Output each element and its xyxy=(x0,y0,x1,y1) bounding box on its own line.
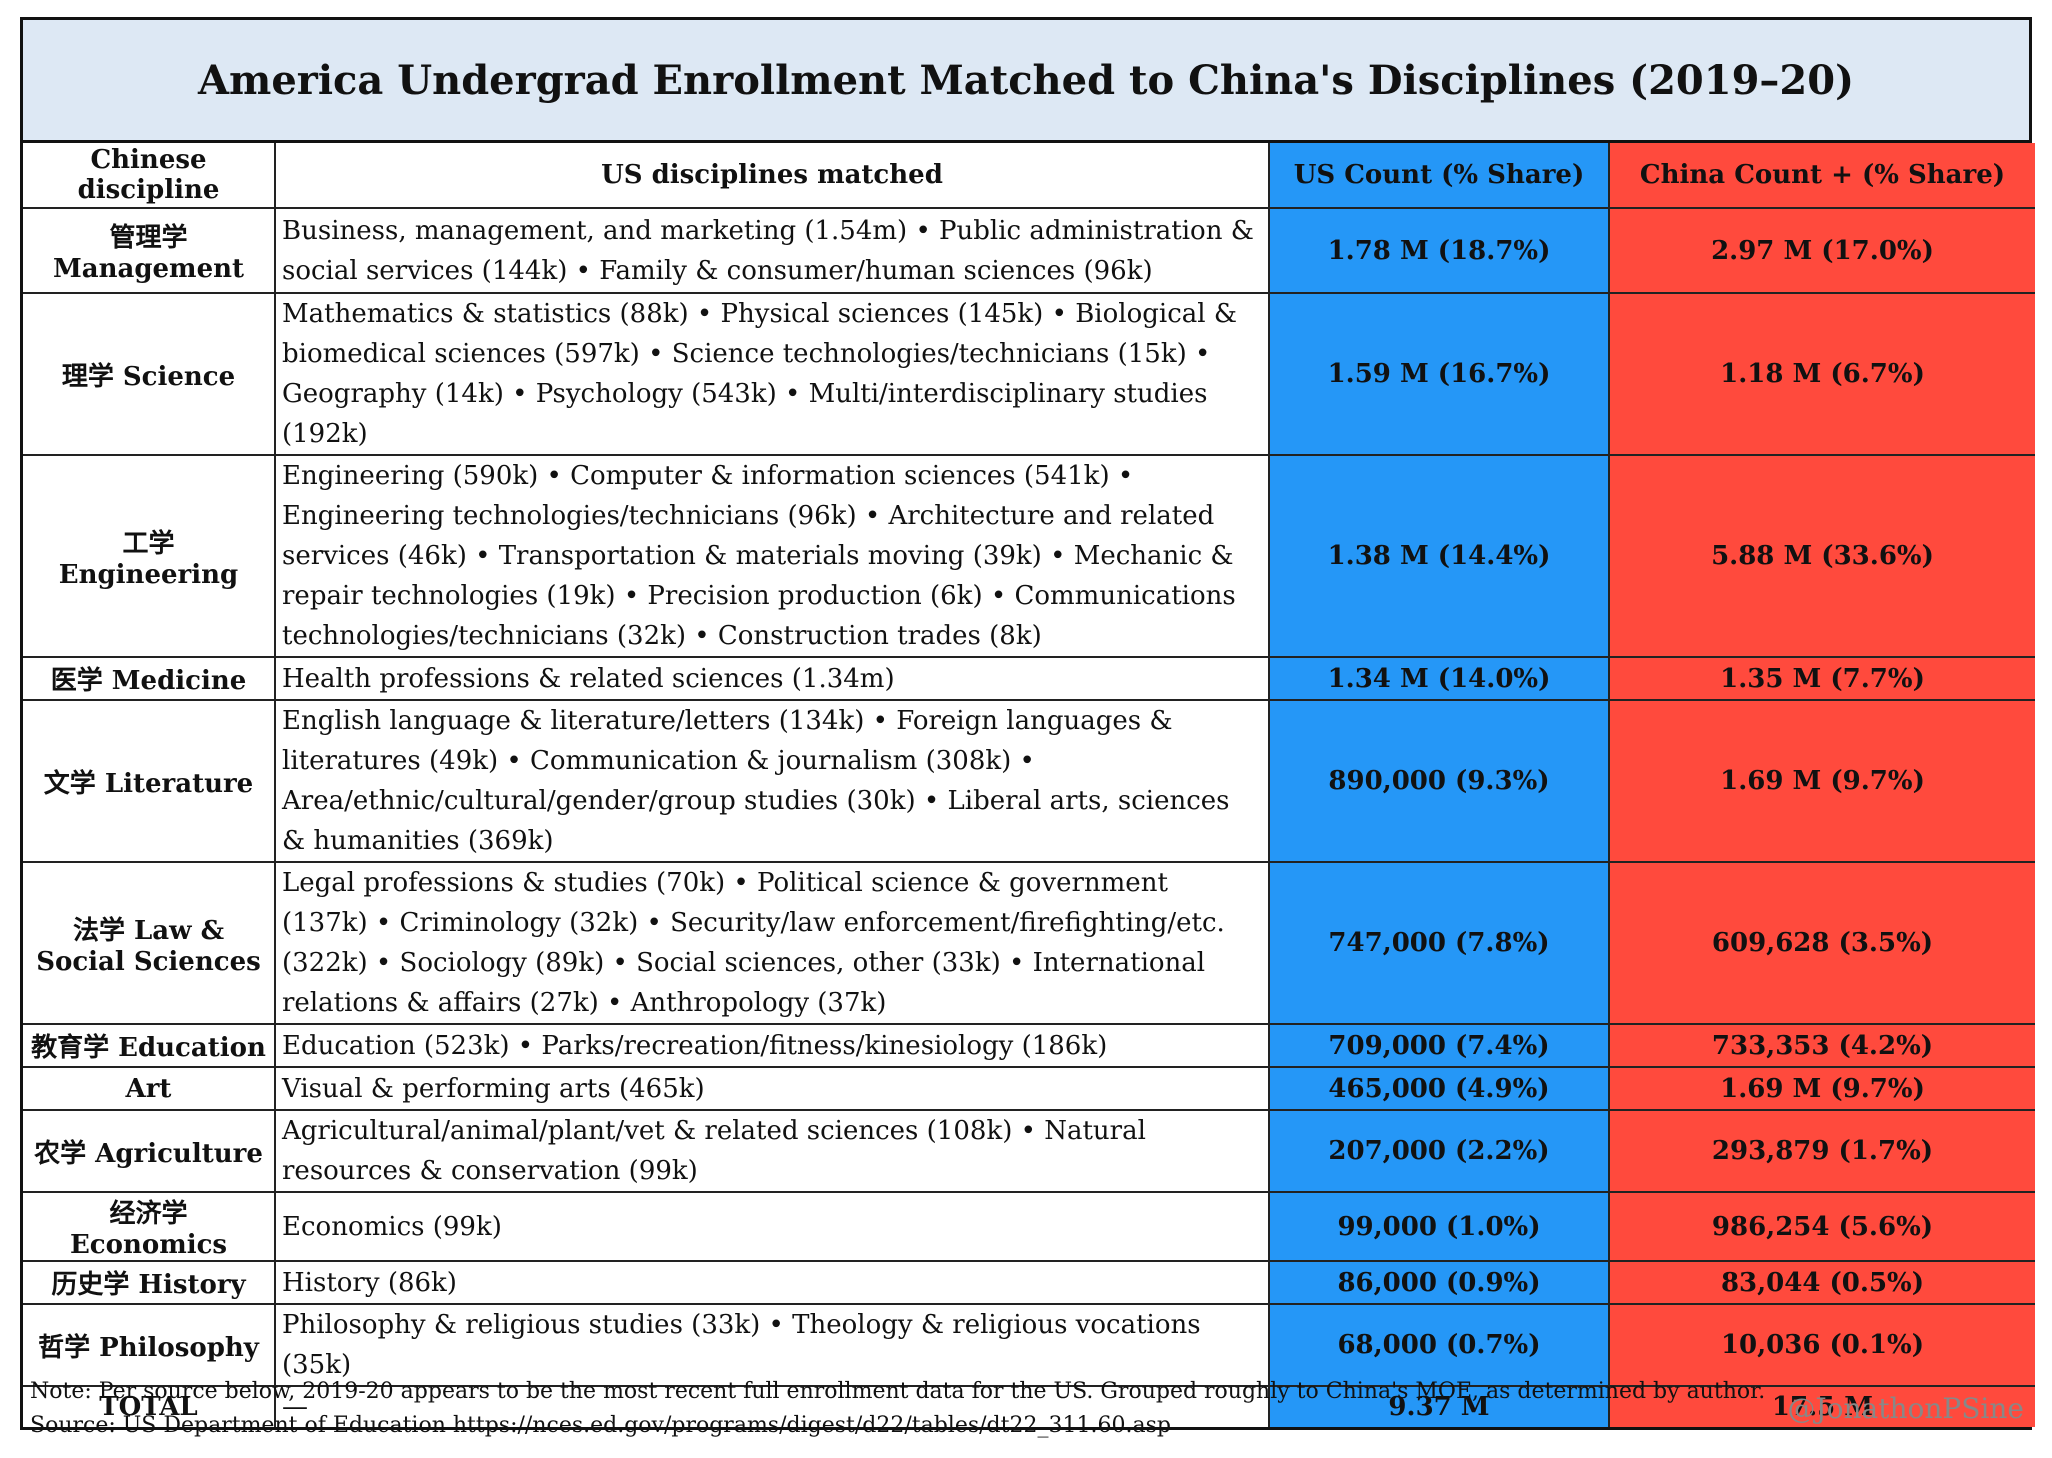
cell-us-matched: English language & literature/letters (1… xyxy=(274,699,1270,863)
cell-us-count: 1.59 M (16.7%) xyxy=(1268,292,1610,456)
cell-us-matched: Mathematics & statistics (88k) • Physica… xyxy=(274,292,1270,456)
total-row: TOTAL —9.37 M 17.5 M xyxy=(23,1385,2035,1427)
cell-china-count: 293,879 (1.7%) xyxy=(1608,1109,2035,1193)
cell-us-count: 890,000 (9.3%) xyxy=(1268,699,1610,863)
cell-us-matched: Business, management, and marketing (1.5… xyxy=(274,207,1270,294)
cell-us-count: 1.34 M (14.0%) xyxy=(1268,656,1610,701)
col-header-us-count: US Count (% Share) xyxy=(1268,143,1610,209)
enrollment-table: Chinese discipline US disciplines matche… xyxy=(23,143,2035,1427)
table-row: 理学 Science Mathematics & statistics (88k)… xyxy=(23,292,2035,456)
cell-china-count: 609,628 (3.5%) xyxy=(1608,861,2035,1025)
cell-china-count: 986,254 (5.6%) xyxy=(1608,1191,2035,1262)
header-row: Chinese discipline US disciplines matche… xyxy=(23,143,2035,209)
cell-us-count: 68,000 (0.7%) xyxy=(1268,1303,1610,1387)
table-row: 文学 Literature English language & literatu… xyxy=(23,699,2035,863)
table-row: 经济学 Economics Economics (99k) 99,000 (1.0%… xyxy=(23,1191,2035,1262)
col-header-china-count: China Count + (% Share) xyxy=(1608,143,2035,209)
table-row: 历史学 History History (86k) 86,000 (0.9%) 83,… xyxy=(23,1260,2035,1305)
table-row: 教育学 Education Education (523k) • Parks/re… xyxy=(23,1023,2035,1068)
cell-us-count: 1.38 M (14.4%) xyxy=(1268,454,1610,658)
cell-chinese-discipline: 工学 Engineering xyxy=(23,454,276,658)
cell-us-count: 86,000 (0.9%) xyxy=(1268,1260,1610,1305)
cell-chinese-discipline: 文学 Literature xyxy=(23,699,276,863)
note-line: Note: Per source below, 2019-20 appears … xyxy=(30,1379,1766,1404)
cell-us-count: 1.78 M (18.7%) xyxy=(1268,207,1610,294)
cell-us-count: 747,000 (7.8%) xyxy=(1268,861,1610,1025)
cell-chinese-discipline: 法学 Law & Social Sciences xyxy=(23,861,276,1025)
cell-chinese-discipline: 理学 Science xyxy=(23,292,276,456)
col-header-chinese-discipline: Chinese discipline xyxy=(23,143,276,209)
cell-china-count: 83,044 (0.5%) xyxy=(1608,1260,2035,1305)
cell-us-count: 207,000 (2.2%) xyxy=(1268,1109,1610,1193)
cell-china-count: 2.97 M (17.0%) xyxy=(1608,207,2035,294)
cell-chinese-discipline: 经济学 Economics xyxy=(23,1191,276,1262)
cell-us-matched: Engineering (590k) • Computer & informat… xyxy=(274,454,1270,658)
table-body: 管理学 Management Business, management, and … xyxy=(23,207,2035,1427)
cell-us-matched: Philosophy & religious studies (33k) • T… xyxy=(274,1303,1270,1387)
cell-chinese-discipline: 教育学 Education xyxy=(23,1023,276,1068)
col-header-us-matched: US disciplines matched xyxy=(274,143,1270,209)
table-row: 管理学 Management Business, management, and … xyxy=(23,207,2035,294)
cell-chinese-discipline: Art xyxy=(23,1066,276,1111)
table-row: 法学 Law & Social Sciences Legal profession… xyxy=(23,861,2035,1025)
author-handle: @JonathonPSine xyxy=(1787,1392,2024,1425)
cell-us-count: 709,000 (7.4%) xyxy=(1268,1023,1610,1068)
cell-china-count: 1.69 M (9.7%) xyxy=(1608,699,2035,863)
cell-us-matched: Visual & performing arts (465k) xyxy=(274,1066,1270,1111)
cell-chinese-discipline: 医学 Medicine xyxy=(23,656,276,701)
cell-china-count: 10,036 (0.1%) xyxy=(1608,1303,2035,1387)
cell-china-count: 1.35 M (7.7%) xyxy=(1608,656,2035,701)
cell-chinese-discipline: 哲学 Philosophy xyxy=(23,1303,276,1387)
footnote: Note: Per source below, 2019-20 appears … xyxy=(30,1375,1765,1443)
table-row: 哲学 Philosophy Philosophy & religious stud… xyxy=(23,1303,2035,1387)
cell-china-count: 1.18 M (6.7%) xyxy=(1608,292,2035,456)
cell-us-count: 465,000 (4.9%) xyxy=(1268,1066,1610,1111)
cell-total-label: TOTAL xyxy=(23,1385,276,1427)
cell-us-matched: Education (523k) • Parks/recreation/fitn… xyxy=(274,1023,1270,1068)
table-row: 工学 Engineering Engineering (590k) • Compu… xyxy=(23,454,2035,658)
cell-us-matched: Agricultural/animal/plant/vet & related … xyxy=(274,1109,1270,1193)
cell-total-us: 9.37 M xyxy=(1268,1385,1610,1427)
source-line: Source: US Department of Education https… xyxy=(30,1413,1171,1438)
chart-title: America Undergrad Enrollment Matched to … xyxy=(23,20,2029,143)
cell-total-china: 17.5 M xyxy=(1608,1385,2035,1427)
cell-china-count: 5.88 M (33.6%) xyxy=(1608,454,2035,658)
cell-chinese-discipline: 管理学 Management xyxy=(23,207,276,294)
table-row: Art Visual & performing arts (465k) 465,00… xyxy=(23,1066,2035,1111)
cell-us-matched: Health professions & related sciences (1… xyxy=(274,656,1270,701)
cell-us-matched: Legal professions & studies (70k) • Poli… xyxy=(274,861,1270,1025)
cell-chinese-discipline: 农学 Agriculture xyxy=(23,1109,276,1193)
cell-us-matched: History (86k) xyxy=(274,1260,1270,1305)
cell-us-matched: Economics (99k) xyxy=(274,1191,1270,1262)
cell-us-count: 99,000 (1.0%) xyxy=(1268,1191,1610,1262)
cell-china-count: 733,353 (4.2%) xyxy=(1608,1023,2035,1068)
table-row: 农学 Agriculture Agricultural/animal/plant/… xyxy=(23,1109,2035,1193)
table-frame: America Undergrad Enrollment Matched to … xyxy=(20,17,2035,1430)
cell-total-matched: — xyxy=(274,1385,1270,1427)
table-row: 医学 Medicine Health professions & related … xyxy=(23,656,2035,701)
cell-china-count: 1.69 M (9.7%) xyxy=(1608,1066,2035,1111)
cell-chinese-discipline: 历史学 History xyxy=(23,1260,276,1305)
